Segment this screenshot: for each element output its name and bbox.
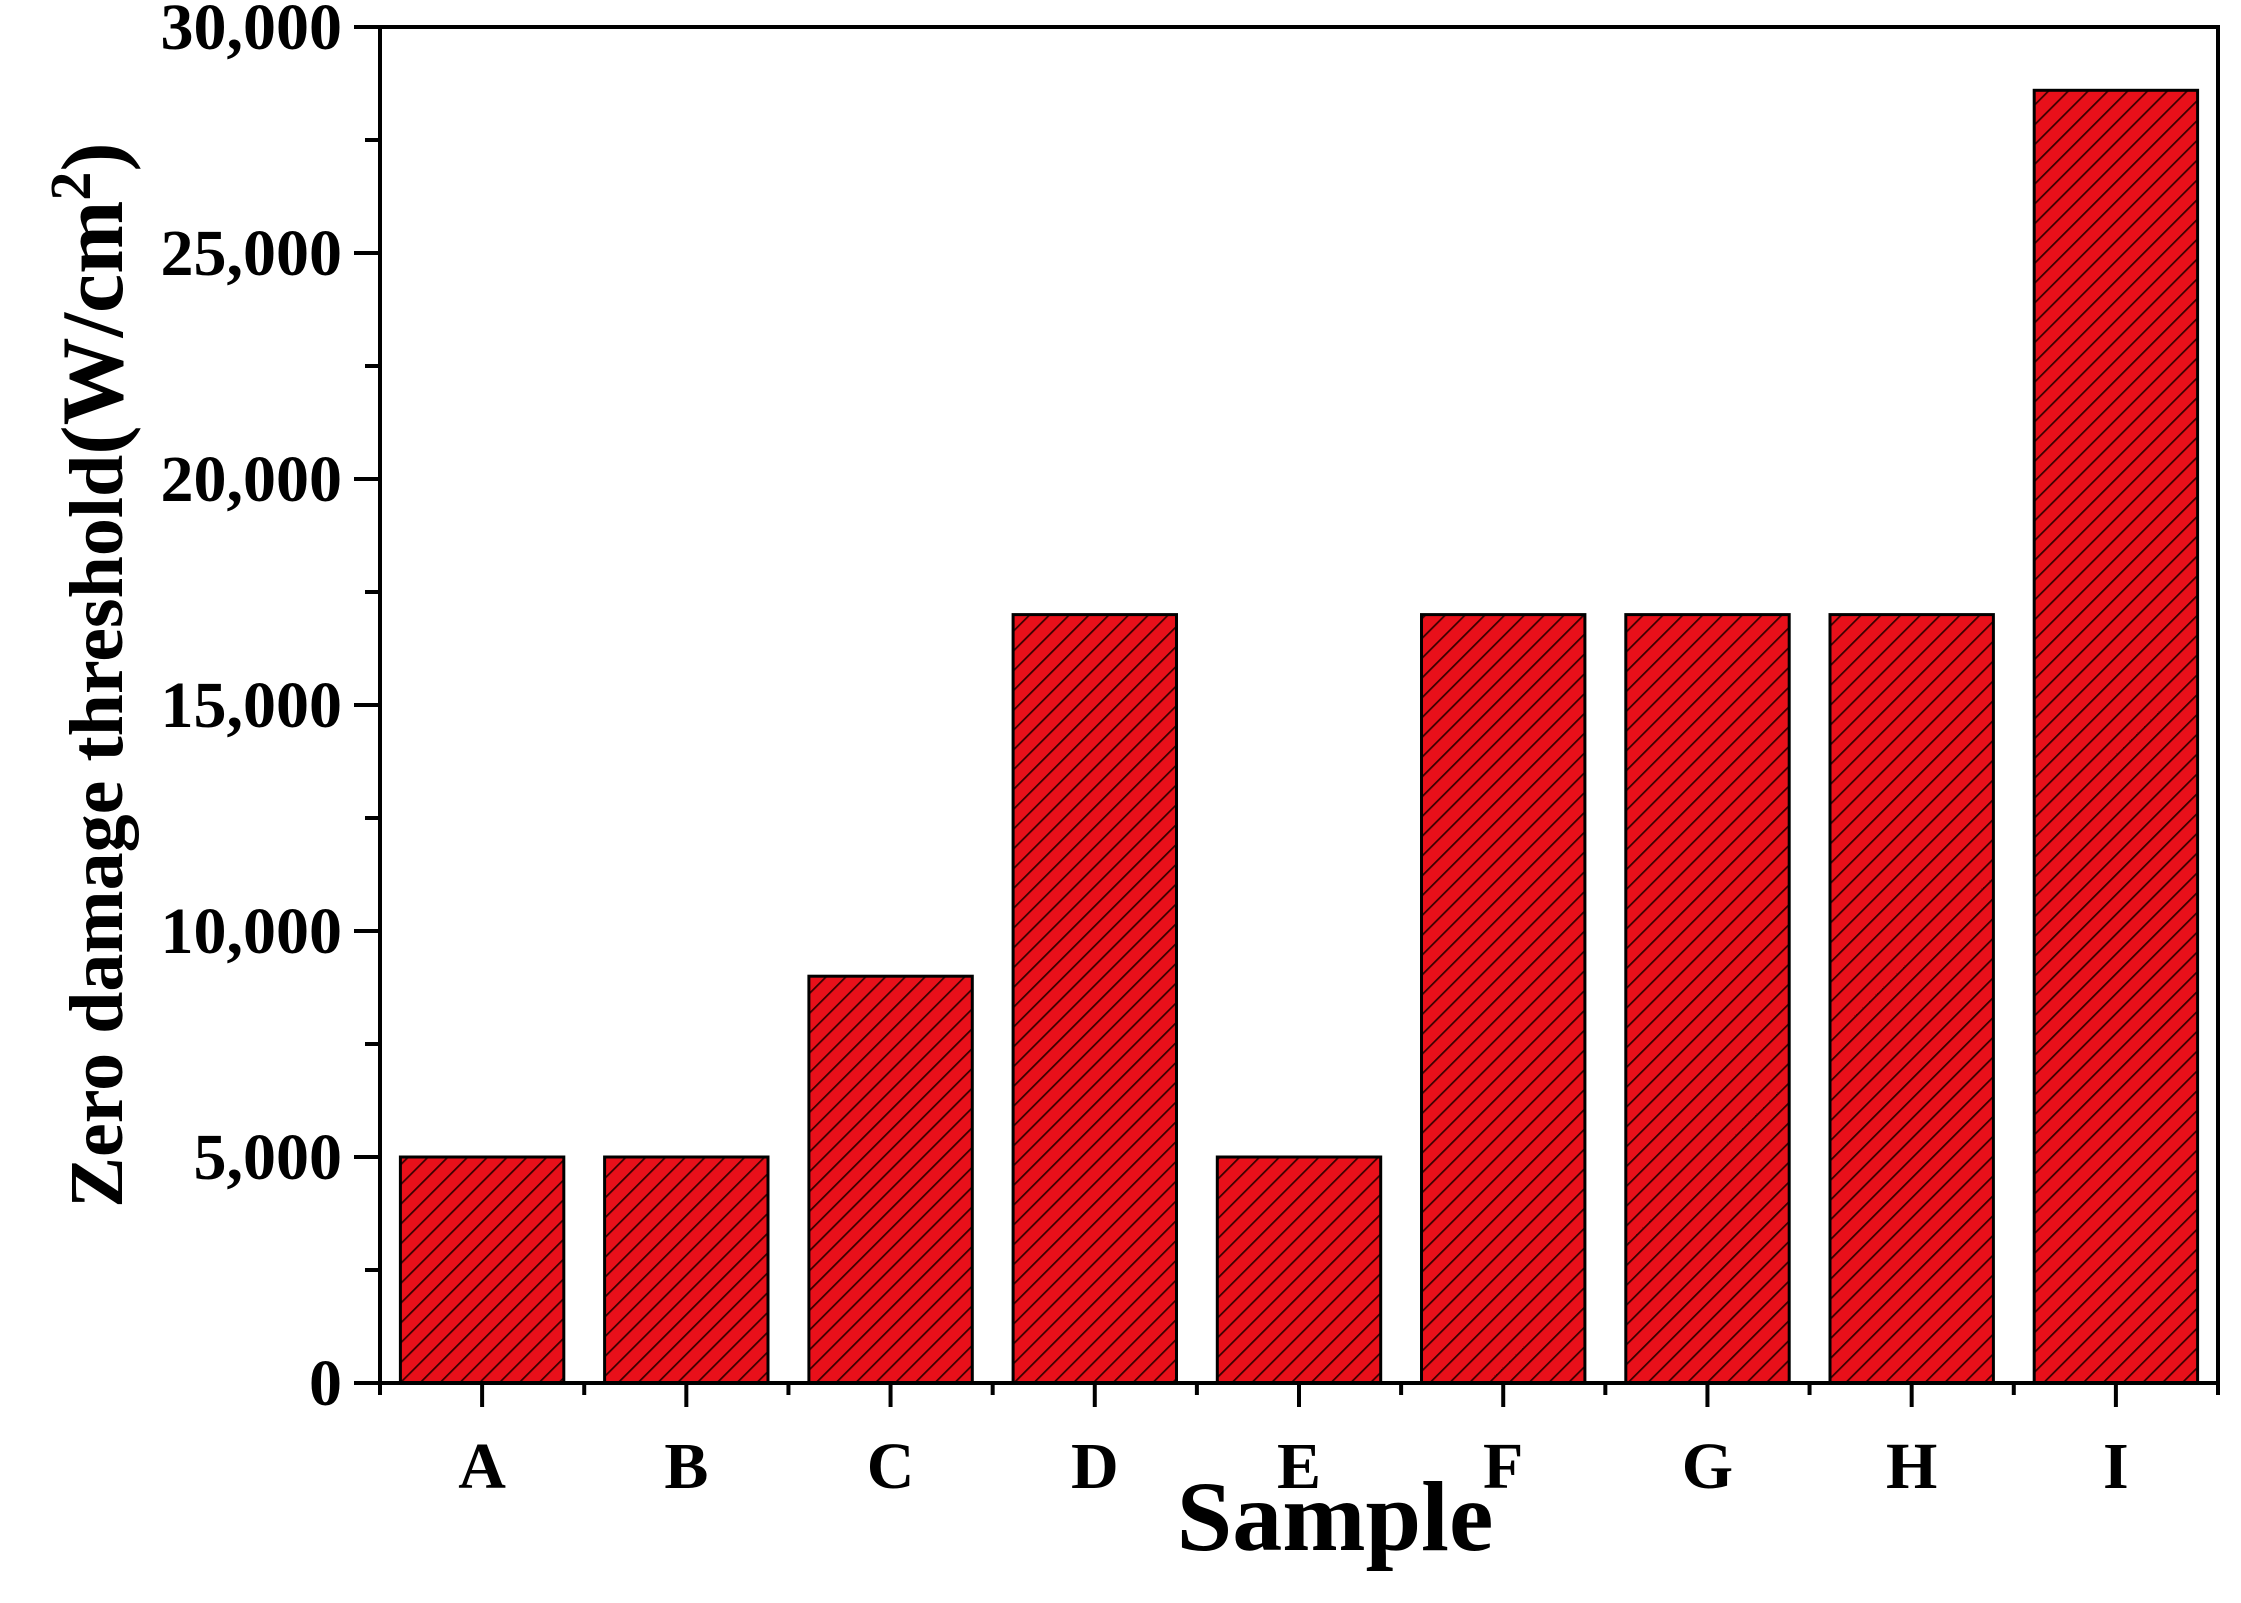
x-tick-label-F: F	[1483, 1430, 1523, 1503]
x-tick-label-A: A	[458, 1430, 506, 1503]
bar-F	[1420, 613, 1587, 1385]
bar-A	[398, 1155, 566, 1385]
bar-D	[1011, 613, 1178, 1385]
bar-H	[1828, 613, 1995, 1385]
y-tick-label: 5,000	[194, 1121, 343, 1194]
x-tick-label-E: E	[1277, 1430, 1321, 1503]
y-axis-title-unit-open: (W/cm	[45, 201, 142, 455]
y-tick-label: 10,000	[161, 895, 343, 968]
x-tick-label-G: G	[1682, 1430, 1733, 1503]
y-axis-title: Zero damage threshold(W/cm2)	[38, 142, 142, 1207]
x-tick-label-I: I	[2103, 1430, 2129, 1503]
x-axis-title: Sample	[1177, 1461, 1494, 1572]
x-tick-label-B: B	[664, 1430, 708, 1503]
x-tick-label-C: C	[867, 1430, 915, 1503]
x-tick-label-H: H	[1886, 1430, 1937, 1503]
bar-E	[1215, 1155, 1383, 1385]
y-tick-label: 30,000	[161, 0, 343, 64]
y-tick-label: 15,000	[161, 669, 343, 742]
y-tick-label: 0	[309, 1347, 342, 1420]
x-tick-label-D: D	[1071, 1430, 1119, 1503]
y-tick-label: 20,000	[161, 443, 343, 516]
y-axis-title-unit-close: )	[45, 142, 142, 171]
x-axis-ticks: A B C D E F G H I	[378, 1383, 2220, 1503]
y-axis-title-main: Zero damage threshold	[55, 455, 139, 1208]
bar-I	[2032, 88, 2200, 1385]
y-axis-title-unit-superscript: 2	[38, 172, 103, 201]
bar-C	[807, 974, 974, 1385]
bar-G	[1624, 613, 1791, 1385]
bars-layer	[398, 88, 2200, 1385]
y-axis-ticks: 0 5,000 10,000 15,000 20,000 25,000 30,000	[161, 0, 380, 1420]
y-tick-label: 25,000	[161, 217, 343, 290]
bar-B	[603, 1155, 770, 1385]
